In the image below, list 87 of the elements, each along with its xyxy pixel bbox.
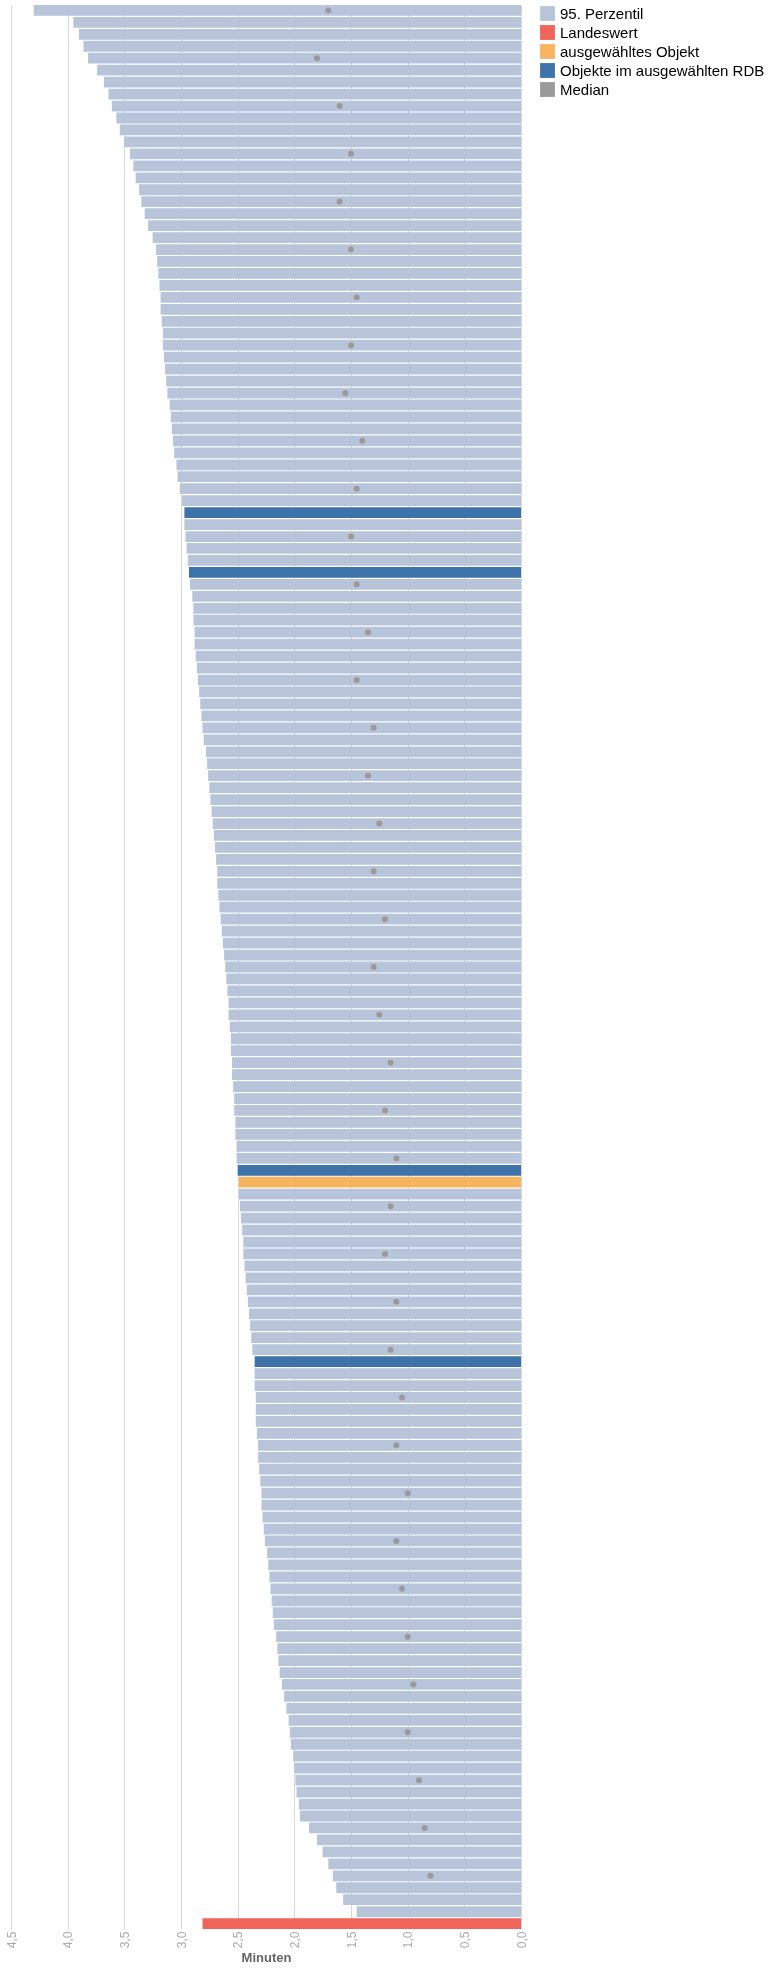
point [387, 1059, 394, 1066]
point [404, 1633, 411, 1640]
point [382, 916, 388, 923]
point [404, 1490, 411, 1497]
point [370, 964, 377, 970]
bar [167, 387, 521, 399]
point [382, 1107, 388, 1114]
bar [170, 411, 521, 423]
point [353, 294, 360, 301]
bar [188, 567, 521, 578]
point [348, 150, 354, 157]
bar [238, 1176, 521, 1188]
x-tick-label: 4,5 [4, 1931, 19, 1949]
bar [119, 124, 521, 136]
bar [244, 1260, 521, 1272]
point [393, 1298, 400, 1305]
point [365, 629, 371, 636]
legend-label: Landeswert [560, 23, 639, 41]
point [370, 724, 377, 731]
legend-label: ausgewähltes Objekt [560, 42, 701, 60]
point [370, 868, 377, 875]
point [353, 677, 360, 684]
legend-label: Objekte im ausgewählten RDB [560, 61, 765, 79]
bar [226, 973, 521, 985]
x-axis-title: Minuten [241, 1950, 292, 1966]
bar [262, 1511, 521, 1523]
point [399, 1585, 405, 1592]
point [393, 1537, 400, 1544]
x-tick-label: 2,5 [231, 1931, 246, 1949]
bar [243, 1248, 521, 1260]
bar [242, 1224, 521, 1236]
point [399, 1394, 405, 1401]
bar [184, 507, 521, 518]
point [325, 7, 332, 14]
bar [300, 1810, 521, 1822]
bar [169, 399, 521, 411]
point [342, 390, 349, 397]
point [348, 533, 354, 540]
legend-label: Median [560, 80, 610, 98]
point [348, 246, 354, 253]
x-tick-label: 3,0 [174, 1931, 189, 1949]
point [387, 1346, 394, 1353]
x-tick-label: 0,5 [457, 1931, 472, 1949]
bar [243, 1236, 521, 1248]
bar [254, 1356, 521, 1367]
bar [111, 100, 521, 112]
bar [225, 961, 521, 973]
bar [116, 112, 521, 124]
bar [298, 1798, 521, 1810]
bar [166, 375, 521, 387]
point [393, 1442, 400, 1449]
x-tick-label: 3,5 [117, 1931, 132, 1949]
x-tick-label: 0,0 [514, 1931, 529, 1949]
point [404, 1729, 411, 1736]
bar [200, 698, 521, 710]
point [393, 1155, 400, 1162]
point [416, 1777, 422, 1784]
x-tick-label: 4,0 [61, 1931, 76, 1949]
bar [264, 1535, 521, 1547]
point [376, 1011, 383, 1018]
x-tick-label: 2,0 [287, 1931, 302, 1949]
point [387, 1203, 394, 1210]
bar [199, 686, 521, 698]
point [359, 437, 366, 444]
bar [198, 674, 521, 686]
point [353, 581, 360, 588]
legend-label: 95. Perzentil [560, 4, 644, 22]
bar [196, 662, 521, 674]
x-tick-label: 1,0 [401, 1931, 416, 1949]
bar [224, 949, 521, 961]
bar [267, 1547, 521, 1559]
point [365, 772, 371, 779]
point [376, 820, 383, 827]
bar [237, 1164, 521, 1176]
point [421, 1824, 428, 1831]
point [348, 342, 354, 349]
bar [263, 1523, 521, 1535]
point [427, 1872, 434, 1879]
bar [202, 1918, 521, 1929]
point [353, 485, 360, 492]
point [336, 103, 343, 110]
bar [309, 1822, 521, 1834]
x-tick-label: 1,5 [344, 1931, 359, 1949]
point [336, 198, 343, 205]
point [410, 1681, 417, 1688]
point [382, 1250, 388, 1257]
point [314, 55, 320, 62]
